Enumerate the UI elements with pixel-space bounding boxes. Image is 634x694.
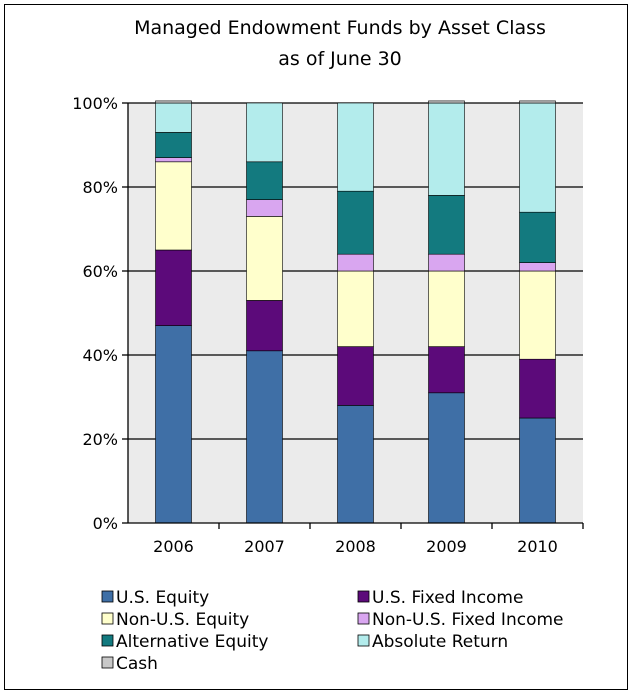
bar-segment-non-u-s-equity xyxy=(337,270,374,347)
x-tick-label: 2010 xyxy=(517,537,558,556)
chart-title: Managed Endowment Funds by Asset Class xyxy=(134,17,546,39)
legend-label: Cash xyxy=(116,654,158,674)
legend-swatch xyxy=(101,590,114,603)
bar-segment-alternative-equity xyxy=(519,211,556,263)
bar-segment-non-u-s-equity xyxy=(246,216,283,301)
y-tick-label: 80% xyxy=(82,178,118,197)
y-tick-label: 60% xyxy=(82,262,118,281)
legend-swatch xyxy=(101,656,114,669)
legend-swatch xyxy=(101,612,114,625)
axes: 0% 20% 40% 60% 80% 100% 2006 2007 2008 2009 2010 xyxy=(72,94,584,556)
x-tick-label: 2006 xyxy=(153,537,194,556)
bar-segment-alternative-equity xyxy=(246,161,283,200)
legend-label: Alternative Equity xyxy=(116,632,268,652)
x-tick-label: 2008 xyxy=(335,537,376,556)
bar-segment-u-s-fixed-income xyxy=(155,249,192,326)
bar-segment-non-u-s-fixed-income xyxy=(155,157,192,163)
bar-segment-u-s-fixed-income xyxy=(246,300,283,352)
y-tick-label: 20% xyxy=(82,430,118,449)
legend: U.S. Equity U.S. Fixed Income Non-U.S. Equ… xyxy=(101,588,563,674)
chart-subtitle: as of June 30 xyxy=(278,48,402,70)
bar-segment-absolute-return xyxy=(246,102,283,163)
legend-swatch xyxy=(357,590,370,603)
bar-segment-non-u-s-equity xyxy=(155,161,192,251)
bar-segment-non-u-s-fixed-income xyxy=(428,253,465,272)
legend-swatch xyxy=(357,634,370,647)
x-tick-label: 2009 xyxy=(426,537,467,556)
bar-segment-u-s-equity xyxy=(155,325,192,524)
bar-segment-absolute-return xyxy=(428,102,465,196)
bar-segment-alternative-equity xyxy=(337,190,374,255)
bar-segment-u-s-fixed-income xyxy=(337,346,374,406)
bar-segment-non-u-s-equity xyxy=(428,270,465,347)
y-tick-label: 0% xyxy=(93,514,118,533)
bar-segment-non-u-s-equity xyxy=(519,270,556,360)
legend-swatch xyxy=(357,612,370,625)
legend-label: U.S. Fixed Income xyxy=(372,588,523,608)
bar-segment-absolute-return xyxy=(155,102,192,133)
legend-label: U.S. Equity xyxy=(116,588,209,608)
bar-segment-cash xyxy=(519,100,556,104)
bar-segment-alternative-equity xyxy=(155,132,192,158)
bar-segment-non-u-s-fixed-income xyxy=(519,262,556,272)
legend-label: Non-U.S. Equity xyxy=(116,610,249,630)
bar-segment-u-s-equity xyxy=(519,417,556,524)
bar-segment-u-s-equity xyxy=(337,405,374,524)
legend-label: Non-U.S. Fixed Income xyxy=(372,610,563,630)
legend-label: Absolute Return xyxy=(372,632,508,652)
y-tick-label: 40% xyxy=(82,346,118,365)
legend-swatch xyxy=(101,634,114,647)
x-tick-label: 2007 xyxy=(244,537,285,556)
bar-segment-non-u-s-fixed-income xyxy=(246,199,283,217)
bar-segment-absolute-return xyxy=(519,102,556,213)
y-tick-label: 100% xyxy=(72,94,118,113)
bar-segment-u-s-fixed-income xyxy=(519,358,556,419)
bar-segment-cash xyxy=(428,100,465,104)
bar-segment-cash xyxy=(155,100,192,104)
bar-segment-absolute-return xyxy=(337,102,374,192)
bar-segment-u-s-fixed-income xyxy=(428,346,465,394)
bars xyxy=(155,100,556,524)
bar-segment-u-s-equity xyxy=(428,392,465,524)
bar-segment-u-s-equity xyxy=(246,350,283,524)
bar-segment-non-u-s-fixed-income xyxy=(337,253,374,272)
bar-segment-alternative-equity xyxy=(428,195,465,255)
